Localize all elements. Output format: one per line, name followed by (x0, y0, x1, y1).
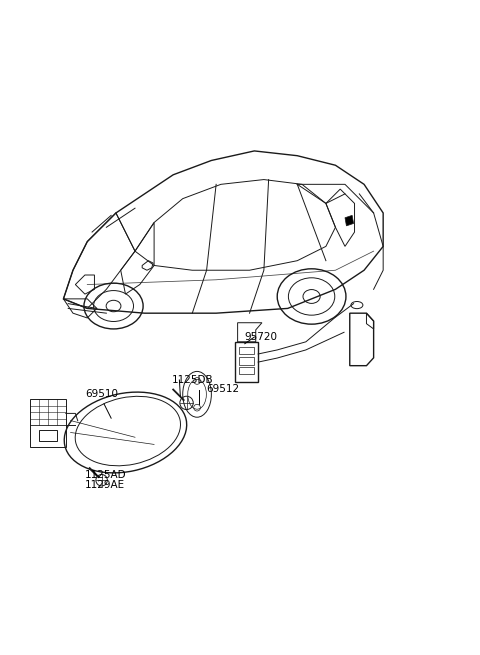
Text: 95720: 95720 (245, 332, 278, 342)
Text: 1129AE: 1129AE (85, 479, 125, 490)
Text: 1125DB: 1125DB (172, 375, 214, 384)
Polygon shape (345, 215, 354, 226)
Text: 69512: 69512 (206, 384, 240, 394)
Text: 1125AD: 1125AD (85, 470, 127, 480)
Text: 69510: 69510 (85, 389, 118, 399)
